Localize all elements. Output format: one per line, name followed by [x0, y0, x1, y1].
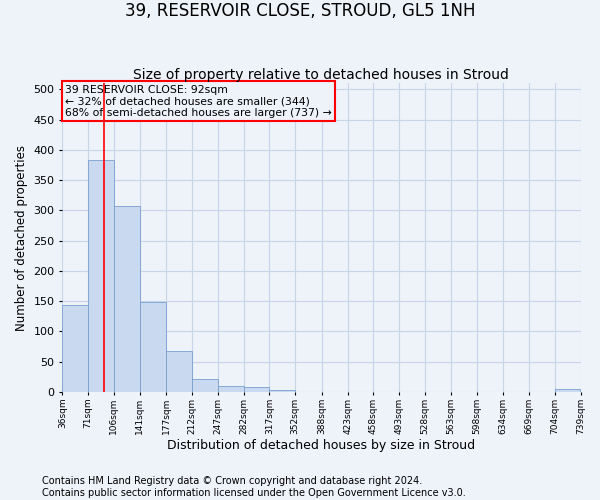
- Bar: [166, 351, 192, 392]
- Text: Contains HM Land Registry data © Crown copyright and database right 2024.
Contai: Contains HM Land Registry data © Crown c…: [42, 476, 466, 498]
- X-axis label: Distribution of detached houses by size in Stroud: Distribution of detached houses by size …: [167, 440, 475, 452]
- Bar: [244, 387, 269, 392]
- Bar: [140, 302, 166, 392]
- Bar: [62, 306, 88, 392]
- Bar: [269, 390, 295, 392]
- Text: 39, RESERVOIR CLOSE, STROUD, GL5 1NH: 39, RESERVOIR CLOSE, STROUD, GL5 1NH: [125, 2, 475, 21]
- Bar: [555, 389, 580, 392]
- Text: 39 RESERVOIR CLOSE: 92sqm
← 32% of detached houses are smaller (344)
68% of semi: 39 RESERVOIR CLOSE: 92sqm ← 32% of detac…: [65, 84, 332, 118]
- Bar: [218, 386, 244, 392]
- Title: Size of property relative to detached houses in Stroud: Size of property relative to detached ho…: [133, 68, 509, 82]
- Bar: [114, 206, 140, 392]
- Y-axis label: Number of detached properties: Number of detached properties: [15, 144, 28, 330]
- Bar: [192, 380, 218, 392]
- Bar: [88, 160, 114, 392]
